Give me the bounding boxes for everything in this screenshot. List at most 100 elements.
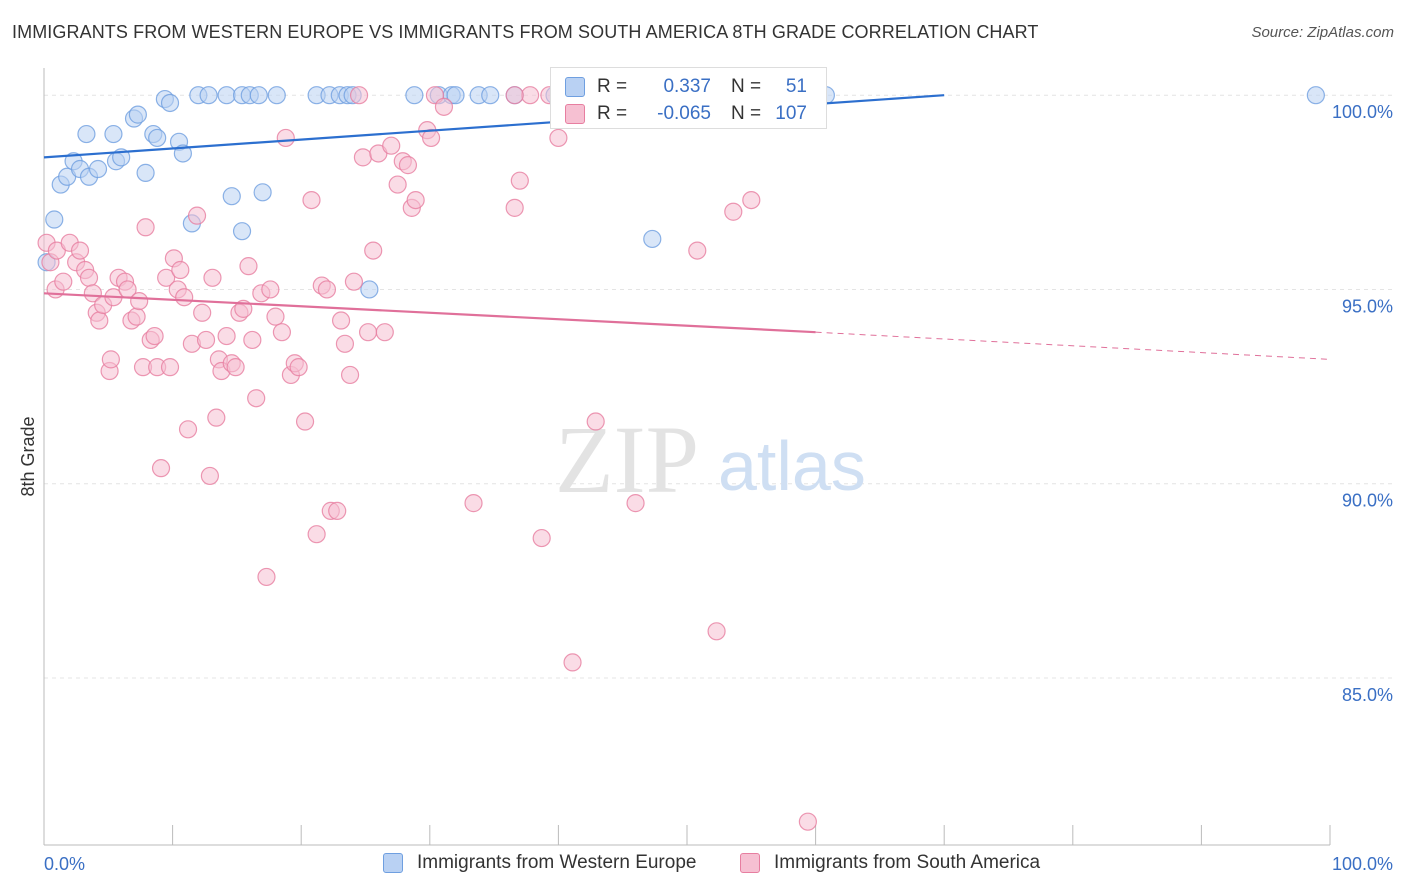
point-south-america — [243, 330, 262, 350]
point-south-america — [798, 812, 817, 831]
legend-label: Immigrants from Western Europe — [417, 852, 697, 873]
point-south-america — [563, 653, 582, 672]
point-south-america — [193, 303, 212, 322]
point-south-america — [157, 268, 176, 287]
n-label: N = — [731, 76, 762, 97]
point-south-america — [261, 280, 280, 299]
point-south-america — [54, 272, 73, 291]
y-axis-label: 8th Grade — [18, 416, 38, 496]
blue-swatch — [565, 77, 585, 97]
point-south-america — [70, 241, 90, 260]
point-western-europe — [267, 86, 286, 105]
point-south-america — [586, 412, 605, 431]
trend-line-south-america — [43, 292, 816, 334]
point-south-america — [127, 307, 146, 326]
point-south-america — [349, 86, 369, 105]
point-south-america — [200, 466, 219, 486]
point-south-america — [226, 358, 245, 377]
point-western-europe — [643, 229, 662, 249]
point-south-america — [521, 86, 540, 105]
blue-swatch — [383, 853, 403, 873]
point-western-europe — [405, 86, 424, 105]
chart-title: IMMIGRANTS FROM WESTERN EUROPE VS IMMIGR… — [12, 22, 1039, 42]
point-western-europe — [217, 86, 236, 105]
stats-row-south-america: R = -0.065 N = 107 — [565, 102, 807, 126]
r-value: 0.337 — [663, 76, 711, 97]
y-tick-label: 85.0% — [1342, 685, 1393, 705]
point-south-america — [358, 323, 378, 342]
point-western-europe — [199, 86, 218, 105]
point-south-america — [626, 494, 645, 513]
point-western-europe — [173, 144, 192, 163]
point-south-america — [505, 86, 524, 105]
watermark-atlas: atlas — [718, 427, 866, 505]
point-south-america — [266, 307, 285, 326]
point-western-europe — [104, 124, 123, 144]
y-tick-label: 100.0% — [1332, 102, 1393, 122]
point-western-europe — [249, 86, 268, 105]
point-western-europe — [88, 159, 108, 179]
r-value: -0.065 — [657, 103, 711, 124]
point-south-america — [331, 311, 351, 330]
n-label: N = — [731, 103, 762, 124]
point-south-america — [307, 525, 326, 544]
stats-row-western-europe: R = 0.337 N = 51 — [565, 75, 807, 99]
point-western-europe — [253, 183, 272, 202]
point-south-america — [239, 257, 258, 276]
point-south-america — [382, 136, 401, 155]
legend-item-south-america[interactable]: Immigrants from South America — [740, 852, 1040, 874]
point-western-europe — [360, 280, 379, 299]
axes-layer — [43, 68, 1331, 846]
point-south-america — [344, 272, 364, 291]
point-south-america — [289, 358, 308, 377]
pink-swatch — [565, 104, 585, 124]
point-south-america — [101, 350, 120, 369]
y-tick-label: 90.0% — [1342, 491, 1393, 511]
point-western-europe — [481, 86, 500, 105]
points-layer — [37, 86, 1325, 831]
point-south-america — [203, 268, 222, 287]
point-south-america — [335, 334, 355, 353]
point-south-america — [302, 190, 321, 210]
pink-swatch — [740, 853, 760, 873]
point-western-europe — [222, 187, 241, 206]
watermark-zip: ZIP — [555, 406, 699, 513]
point-south-america — [328, 501, 347, 520]
n-value: 107 — [775, 103, 807, 124]
grid-layer — [44, 94, 1395, 679]
point-western-europe — [148, 128, 167, 148]
x-tick-label: 100.0% — [1332, 854, 1393, 874]
point-south-america — [398, 156, 418, 175]
point-western-europe — [232, 222, 252, 241]
point-south-america — [375, 323, 394, 342]
point-south-america — [175, 288, 194, 307]
point-south-america — [207, 408, 226, 427]
point-south-america — [217, 326, 236, 346]
legend-item-western-europe[interactable]: Immigrants from Western Europe — [383, 852, 696, 874]
legend-label: Immigrants from South America — [774, 852, 1041, 873]
point-western-europe — [136, 163, 155, 182]
point-south-america — [340, 365, 360, 385]
point-western-europe — [128, 105, 147, 124]
y-tick-label: 95.0% — [1342, 296, 1393, 316]
stats-legend: R = 0.337 N = 51 R = -0.065 N = 107 — [550, 67, 827, 129]
point-south-america — [549, 128, 568, 148]
point-western-europe — [45, 210, 64, 229]
r-label: R = — [597, 103, 628, 124]
point-south-america — [742, 190, 761, 210]
point-south-america — [295, 412, 315, 431]
point-south-america — [145, 326, 164, 346]
r-label: R = — [597, 76, 628, 97]
point-south-america — [434, 97, 454, 116]
point-south-america — [724, 202, 743, 221]
point-south-america — [171, 260, 190, 280]
point-south-america — [178, 420, 198, 439]
point-south-america — [130, 292, 149, 311]
point-south-america — [364, 241, 383, 260]
point-south-america — [688, 241, 707, 260]
bottom-legend: Immigrants from Western Europe Immigrant… — [0, 850, 1406, 880]
point-south-america — [532, 528, 551, 548]
point-south-america — [505, 198, 524, 217]
point-western-europe — [160, 93, 180, 113]
